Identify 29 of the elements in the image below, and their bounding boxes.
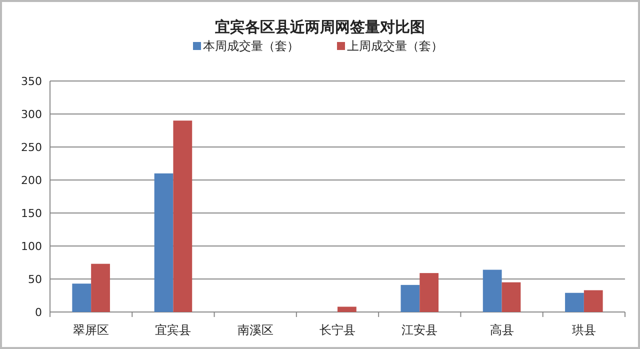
bar <box>584 290 603 312</box>
y-tick-label: 100 <box>21 240 42 253</box>
bar <box>72 284 92 312</box>
bar <box>91 264 110 312</box>
bar <box>482 270 502 312</box>
bar <box>502 282 521 312</box>
y-tick-label: 50 <box>28 273 42 286</box>
bar <box>565 292 584 312</box>
bar <box>173 120 192 312</box>
x-tick-label: 高县 <box>490 323 514 337</box>
bar <box>338 306 356 312</box>
bar <box>400 284 420 312</box>
y-tick-label: 150 <box>21 207 42 220</box>
x-tick-label: 宜宾县 <box>155 323 192 337</box>
x-tick-label: 翠屏区 <box>73 323 110 337</box>
y-tick-label: 300 <box>21 108 42 121</box>
x-tick-label: 长宁县 <box>320 323 356 337</box>
x-tick-label: 江安县 <box>402 323 438 337</box>
bar <box>154 173 174 312</box>
chart-title: 宜宾各区县近两周网签量对比图 <box>215 18 425 36</box>
x-tick-label: 南溪区 <box>237 323 274 337</box>
y-tick-label: 200 <box>21 174 42 187</box>
legend-label: 上周成交量（套） <box>347 39 443 53</box>
x-tick-label: 珙县 <box>572 323 596 337</box>
y-tick-label: 350 <box>21 75 42 88</box>
y-tick-label: 0 <box>35 306 42 319</box>
y-tick-label: 250 <box>21 141 42 154</box>
bar <box>420 273 439 312</box>
legend-label: 本周成交量（套） <box>203 39 299 53</box>
